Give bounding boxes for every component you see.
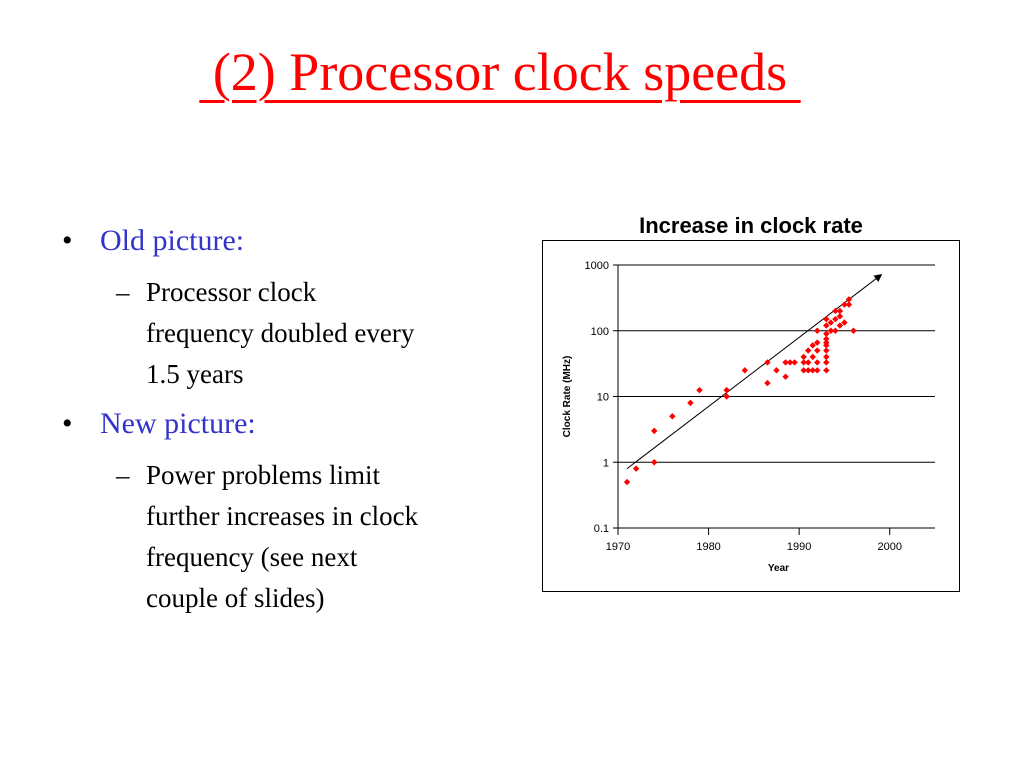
x-tick-label: 1970 bbox=[606, 541, 630, 553]
data-point bbox=[814, 327, 821, 334]
data-point bbox=[850, 327, 857, 334]
data-point bbox=[805, 347, 812, 354]
clock-rate-chart: Increase in clock rate 0.1 1 10 100 1000 1970… bbox=[542, 212, 960, 592]
data-point bbox=[814, 367, 821, 374]
data-point bbox=[823, 353, 830, 361]
data-point bbox=[805, 359, 812, 366]
data-point bbox=[764, 379, 771, 387]
data-point bbox=[823, 359, 830, 366]
data-point bbox=[773, 367, 780, 374]
x-tick-label: 1990 bbox=[787, 541, 811, 553]
data-point bbox=[845, 301, 853, 308]
data-point bbox=[791, 359, 798, 366]
data-point bbox=[669, 413, 676, 420]
data-point bbox=[809, 353, 816, 361]
data-point bbox=[845, 296, 853, 303]
data-point bbox=[823, 367, 830, 374]
sub-bullet-new-picture: – Power problems limit further increases… bbox=[116, 460, 419, 613]
data-point bbox=[800, 353, 807, 361]
y-tick-label: 1000 bbox=[585, 260, 609, 272]
data-point bbox=[823, 315, 830, 323]
data-point bbox=[841, 319, 848, 326]
x-tick-label: 1980 bbox=[696, 541, 720, 553]
chart-plot: 0.1 1 10 100 1000 1970 1980 1990 2000 Year Clock R… bbox=[562, 260, 935, 574]
chart-frame: 0.1 1 10 100 1000 1970 1980 1990 2000 Year Clock R… bbox=[542, 240, 960, 592]
data-point bbox=[841, 301, 848, 308]
y-tick-label: 10 bbox=[597, 392, 609, 404]
data-point bbox=[836, 313, 844, 320]
y-tick-label: 100 bbox=[591, 326, 609, 338]
x-tick-label: 2000 bbox=[877, 541, 901, 553]
data-point bbox=[836, 307, 844, 315]
data-point bbox=[696, 386, 703, 394]
x-axis-label: Year bbox=[768, 563, 789, 574]
data-point bbox=[623, 478, 631, 486]
data-point bbox=[723, 386, 730, 394]
slide-title: (2) Processor clock speeds bbox=[199, 42, 801, 102]
data-point bbox=[832, 327, 839, 334]
trend-line bbox=[626, 273, 883, 470]
data-point bbox=[651, 427, 658, 435]
data-point bbox=[814, 359, 821, 366]
bullet-list: • Old picture: – Processor clock frequenc… bbox=[62, 222, 512, 629]
bullet-old-picture: • Old picture: bbox=[62, 224, 245, 257]
chart-title: Increase in clock rate bbox=[639, 213, 863, 238]
data-point bbox=[687, 399, 694, 407]
bullet-new-picture: • New picture: bbox=[62, 407, 256, 440]
data-point bbox=[651, 459, 658, 466]
y-tick-label: 1 bbox=[603, 457, 609, 469]
data-point bbox=[782, 373, 789, 380]
data-point bbox=[836, 322, 844, 329]
sub-bullet-old-picture: – Processor clock frequency doubled ever… bbox=[116, 277, 415, 389]
data-point bbox=[741, 367, 748, 374]
data-point bbox=[805, 367, 812, 374]
data-point bbox=[814, 347, 821, 354]
y-tick-label: 0.1 bbox=[594, 523, 609, 535]
data-point bbox=[632, 465, 640, 472]
data-point bbox=[809, 367, 816, 374]
y-axis-label: Clock Rate (MHz) bbox=[562, 356, 573, 438]
